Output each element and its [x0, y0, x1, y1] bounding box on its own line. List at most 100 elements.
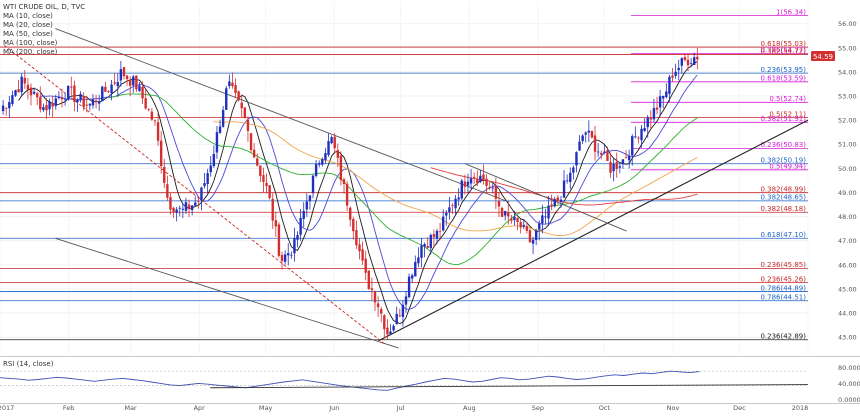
candle-body [249, 133, 253, 151]
candle-body [497, 201, 501, 207]
candle-body [29, 87, 33, 96]
fib-level-label: 0.382(54.72) [760, 47, 806, 55]
candle-body [225, 88, 228, 110]
fib-level-label: 0.618(47.10) [760, 231, 806, 239]
candle-body [243, 107, 247, 119]
candle-body [32, 91, 36, 94]
candle-body [194, 202, 197, 206]
candle-body [528, 230, 532, 243]
candle-body [631, 136, 634, 156]
candle-body [45, 105, 48, 111]
y-tick-label: 48.00 [838, 213, 857, 221]
candle-body [460, 180, 463, 199]
price-badge: 54.59 [811, 51, 835, 61]
candle-body [330, 137, 333, 144]
candle-body [386, 327, 389, 335]
candle-body [156, 122, 160, 141]
candle-body [410, 275, 414, 279]
candle-body [336, 150, 340, 158]
candle-body [197, 201, 200, 202]
candle-body [584, 132, 587, 135]
axes: 56.00 55.00 54.00 53.00 52.00 51.00 50.00 49.00… [0, 20, 860, 412]
candle-body [559, 199, 563, 203]
candle-body [423, 244, 426, 247]
trendline-upper-channel [55, 28, 510, 203]
moving-averages [18, 61, 698, 324]
candle-body [578, 141, 581, 151]
candle-body [683, 57, 687, 61]
candle-body [662, 95, 665, 99]
candle-body [259, 165, 262, 177]
candle-body [370, 288, 374, 290]
candle-body [479, 175, 482, 182]
fib-level-label: 0.236(42.89) [760, 333, 806, 341]
rsi-pane: RSI (14, close) 80.0000 40.0000 0.0000 [0, 356, 860, 404]
candle-body [159, 140, 163, 167]
candle-body [321, 159, 324, 165]
rsi-trendline [210, 384, 809, 389]
legend: WTI CRUDE OIL, D, TVC MA (10, close) MA … [3, 3, 85, 56]
candle-body [327, 141, 330, 156]
y-tick-label: 45.00 [838, 285, 857, 293]
candle-body [476, 179, 479, 183]
candle-body [593, 135, 597, 152]
candle-body [485, 178, 488, 186]
candle-body [358, 244, 361, 252]
candle-body [463, 181, 467, 187]
candle-body [621, 159, 625, 164]
candle-body [11, 95, 14, 104]
candle-body [643, 127, 646, 132]
candle-body [649, 117, 653, 120]
candle-body [615, 162, 618, 169]
candle-body [187, 204, 191, 210]
candle-body [500, 207, 504, 217]
candle-body [513, 216, 516, 221]
candle-body [655, 107, 659, 110]
fib-level-label: 1(56.34) [776, 8, 806, 16]
candle-body [82, 96, 85, 107]
x-tick-label: Aug [463, 404, 476, 412]
candle-body [367, 270, 371, 289]
legend-ma-10: MA (10, close) [3, 12, 53, 20]
candle-body [48, 101, 51, 110]
candle-body [603, 151, 606, 153]
rsi-level-40: 40.0000 [838, 380, 860, 388]
candle-body [314, 164, 318, 176]
fib-level-label: 0.382(48.99) [760, 186, 806, 194]
candle-body [51, 103, 54, 107]
candle-body [20, 76, 23, 93]
candle-body [658, 96, 662, 108]
candle-body [138, 85, 141, 92]
candle-body [110, 84, 113, 94]
candle-body [680, 58, 684, 66]
x-tick-label: 2017 [0, 404, 14, 412]
ma-200-line [430, 167, 698, 206]
candle-body [88, 103, 92, 106]
candle-body [441, 216, 445, 231]
y-tick-label: 53.00 [838, 93, 857, 101]
trendline-lower-channel [55, 237, 399, 349]
candle-body [494, 185, 498, 199]
rsi-level-0: 0.0000 [838, 396, 860, 404]
candle-body [308, 195, 312, 202]
candle-body [510, 218, 513, 221]
candle-body [572, 167, 575, 173]
candle-body [435, 230, 439, 239]
candle-body [674, 71, 677, 76]
legend-ma-200: MA (200, close) [3, 48, 58, 56]
candle-body [293, 238, 296, 254]
candle-body [218, 126, 222, 133]
candle-body [448, 207, 451, 213]
candle-body [283, 254, 287, 262]
fib-level-label: 0.236(50.83) [760, 141, 806, 149]
candle-body [677, 67, 680, 71]
candle-body [466, 181, 470, 186]
candle-body [373, 291, 377, 303]
candle-body [246, 119, 250, 131]
candle-body [311, 175, 315, 194]
y-tick-label: 56.00 [838, 20, 857, 28]
candle-body [349, 207, 352, 220]
candle-body [135, 75, 138, 90]
candle-body [184, 202, 188, 211]
fib-level-label: 0.618(55.03) [760, 40, 806, 48]
